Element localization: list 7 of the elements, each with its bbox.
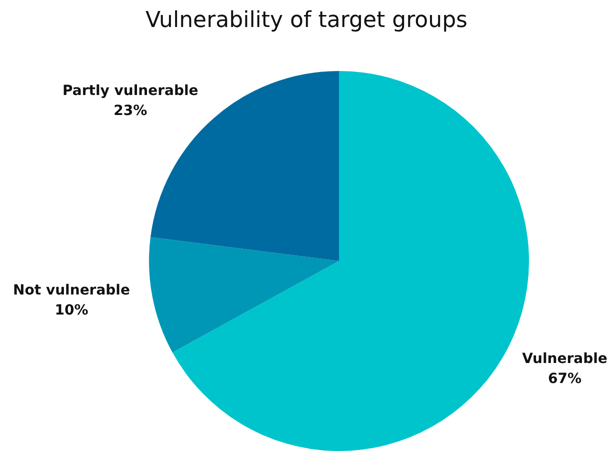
- slice-label: Vulnerable: [522, 350, 608, 367]
- data-label: 67%: [548, 370, 582, 387]
- data-label: 10%: [54, 302, 88, 319]
- slice-label: Partly vulnerable: [62, 83, 198, 100]
- data-label: 23%: [114, 103, 148, 120]
- slice-label: Not vulnerable: [13, 282, 130, 299]
- chart-title: Vulnerability of target groups: [144, 8, 468, 33]
